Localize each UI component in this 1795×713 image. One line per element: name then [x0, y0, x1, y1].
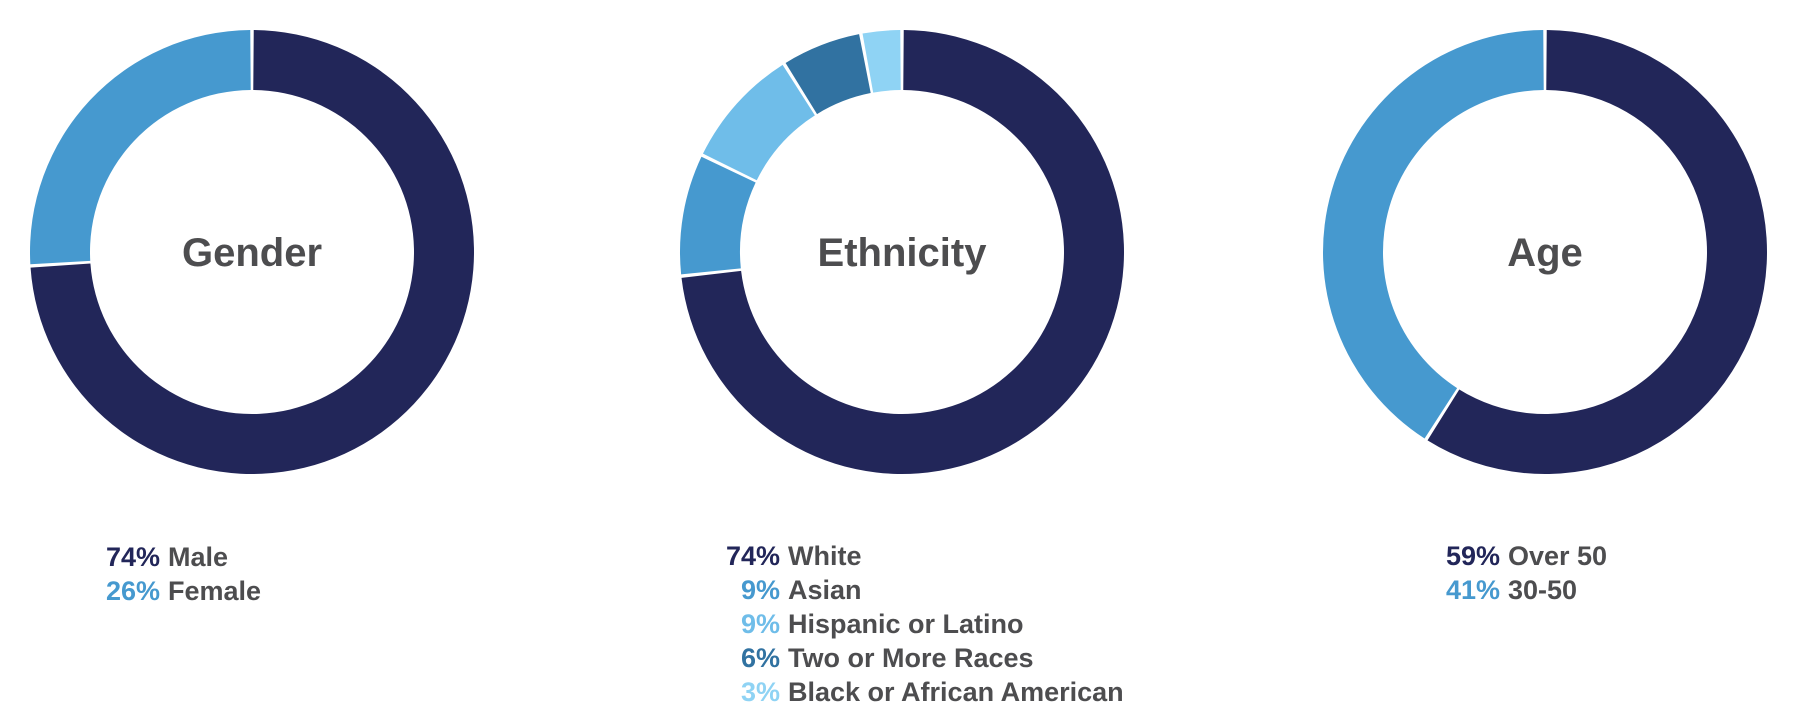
age-legend: 59% Over 50 41% 30-50: [1432, 539, 1607, 607]
legend-percent: 9%: [740, 609, 780, 639]
ethnicity-legend: 74% White 9% Asian 9% Hispanic or Latino 6% Two…: [712, 539, 1124, 709]
legend-label: 30-50: [1508, 575, 1578, 605]
slice-age-over-50: [1427, 30, 1767, 474]
legend-label: White: [788, 541, 862, 571]
ethnicity-donut: Ethnicity: [680, 30, 1124, 475]
donut-title: Ethnicity: [818, 231, 988, 275]
legend-item: 3% Black or African American: [712, 675, 1124, 709]
legend-label: Over 50: [1508, 541, 1608, 571]
slice-gender-female: [30, 30, 251, 265]
gender-donut: Gender: [30, 30, 475, 475]
legend-item: 59% Over 50: [1432, 539, 1607, 573]
age-donut: Age: [1323, 30, 1767, 474]
legend-percent: 59%: [1445, 541, 1500, 571]
legend-label: Female: [168, 576, 262, 606]
donut-title: Gender: [182, 231, 322, 275]
legend-percent: 74%: [105, 542, 160, 572]
legend-item: 6% Two or More Races: [712, 641, 1124, 675]
legend-item: 74% White: [712, 539, 1124, 573]
slice-ethnicity-asian: [680, 156, 756, 275]
slice-age-30-50: [1323, 30, 1544, 439]
legend-percent: 74%: [725, 541, 780, 571]
legend-label: Hispanic or Latino: [788, 609, 1024, 639]
slice-ethnicity-black-or-african-american: [862, 30, 901, 93]
legend-percent: 9%: [740, 575, 780, 605]
donut-title: Age: [1507, 231, 1583, 275]
legend-item: 26% Female: [92, 574, 261, 608]
legend-item: 9% Asian: [712, 573, 1124, 607]
gender-legend: 74% Male 26% Female: [92, 540, 261, 608]
legend-label: Asian: [788, 575, 862, 605]
legend-label: Black or African American: [788, 677, 1124, 707]
legend-percent: 6%: [740, 643, 780, 673]
legend-percent: 26%: [105, 576, 160, 606]
legend-item: 74% Male: [92, 540, 261, 574]
legend-item: 9% Hispanic or Latino: [712, 607, 1124, 641]
legend-label: Two or More Races: [788, 643, 1034, 673]
slice-ethnicity-hispanic-or-latino: [702, 64, 815, 181]
legend-label: Male: [168, 542, 229, 572]
legend-percent: 3%: [740, 677, 780, 707]
legend-percent: 41%: [1445, 575, 1500, 605]
legend-item: 41% 30-50: [1432, 573, 1607, 607]
slice-ethnicity-two-or-more-races: [785, 34, 871, 115]
